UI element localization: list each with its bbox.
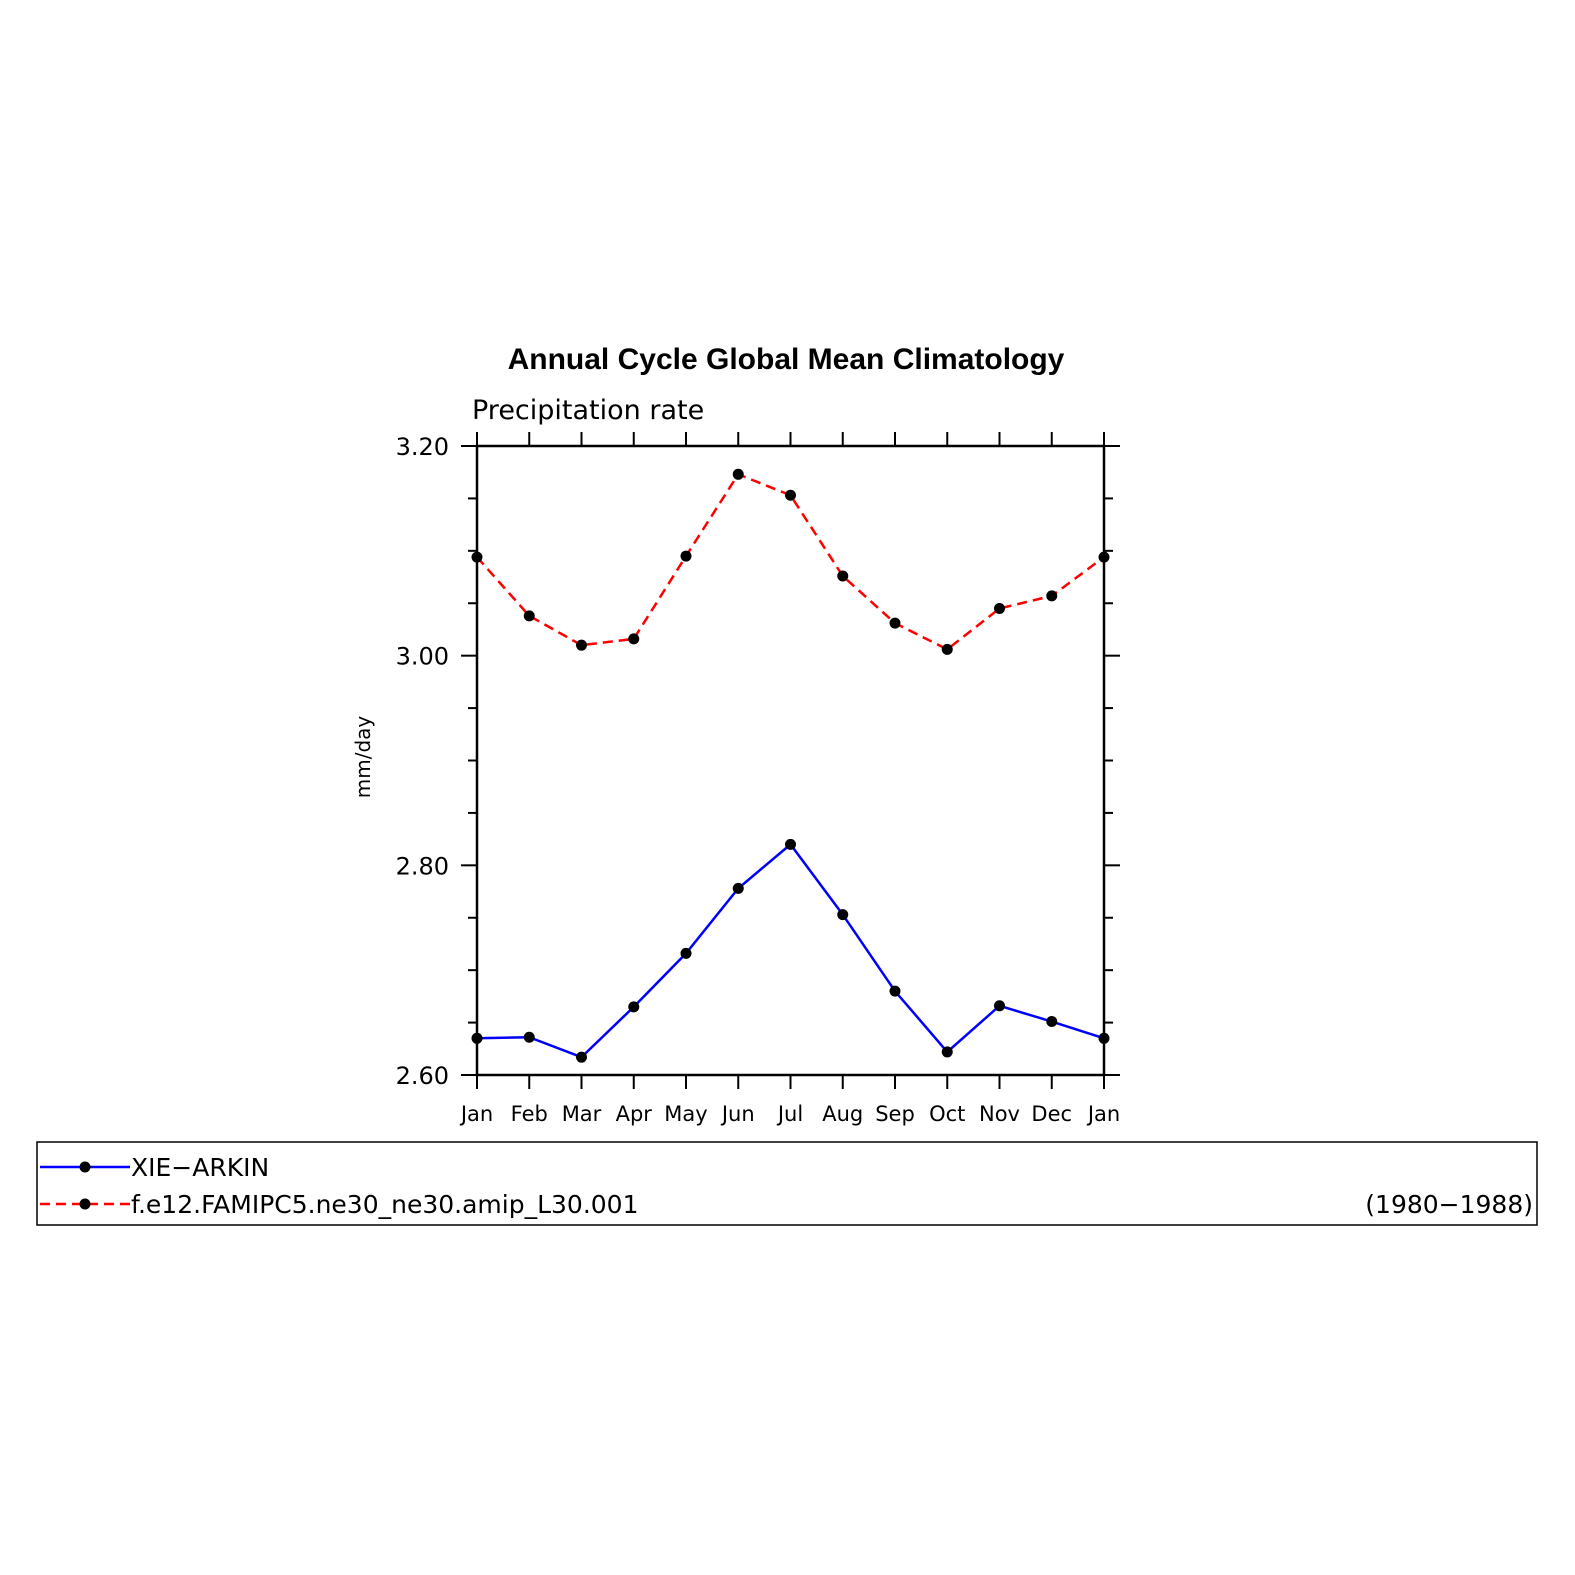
series-0-point: [732, 882, 744, 894]
series-1-point: [576, 639, 587, 651]
x-tick-label: Nov: [979, 1102, 1020, 1126]
x-tick-label: Aug: [822, 1102, 863, 1126]
x-tick-label: Oct: [929, 1102, 965, 1126]
series-1-point: [889, 617, 901, 629]
x-tick-label: Jul: [776, 1102, 803, 1126]
plot-frame: [475, 444, 1106, 1077]
x-tick-label: Sep: [875, 1102, 915, 1126]
x-tick-label: Dec: [1031, 1102, 1072, 1126]
x-tick-label: Apr: [616, 1102, 653, 1126]
series-1-point: [994, 602, 1005, 614]
y-axis-label: mm/day: [351, 716, 375, 799]
x-tick-label: Mar: [562, 1102, 602, 1126]
series-0-point: [576, 1051, 587, 1063]
chart-subtitle: Precipitation rate: [472, 395, 704, 426]
legend-marker-model: [79, 1198, 91, 1210]
series-0-point: [471, 1032, 483, 1044]
x-tick-label: May: [664, 1102, 707, 1126]
legend-label-model: f.e12.FAMIPC5.ne30_ne30.amip_L30.001: [131, 1190, 639, 1219]
y-tick-label: 3.20: [396, 433, 449, 461]
series-0-point: [628, 1001, 640, 1013]
y-tick-label: 2.60: [396, 1062, 449, 1090]
legend-box: [36, 1141, 1538, 1226]
y-tick-label: 3.00: [396, 643, 449, 671]
series-1-point: [628, 633, 640, 645]
series-1-point: [1046, 590, 1058, 602]
series-0-point: [1098, 1032, 1110, 1044]
axes: Jan Feb Mar Apr May Jun Jul Aug Sep Oct Nov Dec Jan 2…: [396, 432, 1120, 1126]
legend-note: (1980−1988): [1365, 1190, 1533, 1219]
y-tick-label: 2.80: [396, 852, 449, 880]
series-1-point: [680, 550, 692, 562]
series-1-point: [785, 489, 796, 501]
x-tick-label: Feb: [511, 1102, 548, 1126]
series-1-point: [941, 643, 953, 655]
series-0-point: [523, 1031, 535, 1043]
series-0-point: [994, 1000, 1005, 1012]
series-0-point: [680, 947, 692, 959]
legend: XIE−ARKIN f.e12.FAMIPC5.ne30_ne30.amip_L…: [36, 1141, 1538, 1226]
series-layer: [471, 468, 1110, 1063]
series-0-point: [785, 838, 796, 850]
series-0-point: [1046, 1016, 1058, 1028]
series-1-point: [523, 610, 535, 622]
x-tick-label: Jan: [1086, 1102, 1120, 1126]
x-tick-label: Jan: [459, 1102, 493, 1126]
series-1-point: [1098, 551, 1110, 563]
series-line-0: [476, 842, 1105, 1059]
series-0-point: [941, 1046, 953, 1058]
series-0-point: [837, 909, 849, 921]
chart-title: Annual Cycle Global Mean Climatology: [508, 343, 1065, 376]
series-1-point: [471, 551, 483, 563]
series-0-point: [889, 985, 901, 997]
series-1-point: [837, 570, 849, 582]
legend-marker-xie-arkin: [79, 1161, 91, 1173]
x-tick-label: Jun: [720, 1102, 755, 1126]
series-1-point: [732, 468, 744, 480]
legend-label-xie-arkin: XIE−ARKIN: [131, 1153, 269, 1182]
